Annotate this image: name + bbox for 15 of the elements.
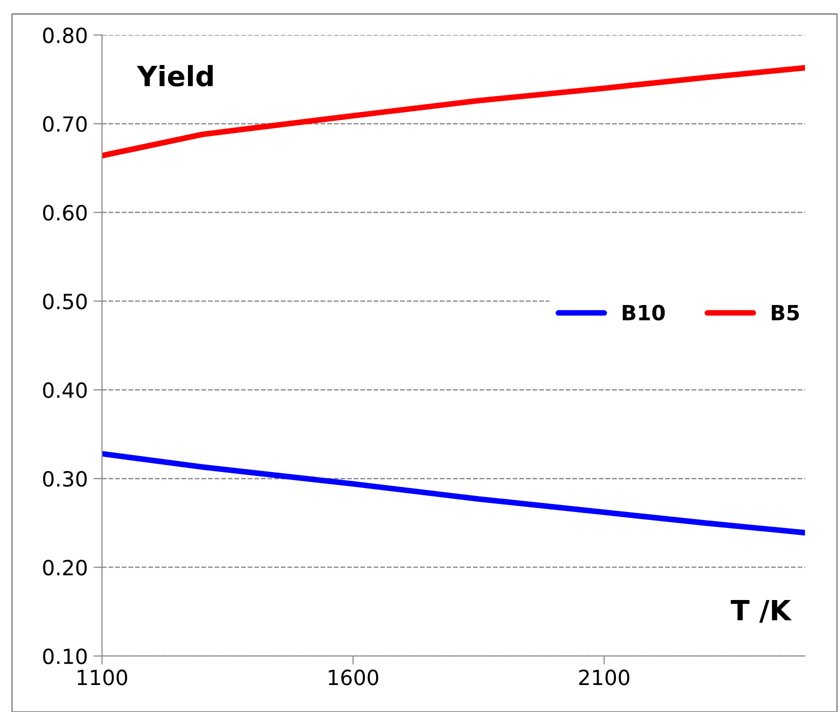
- y-tick-label: 0.40: [43, 382, 87, 398]
- y-axis-title: Yield: [136, 65, 213, 87]
- legend-label: B5: [772, 305, 799, 320]
- x-tick-label: 1100: [78, 670, 128, 686]
- y-tick-label: 0.10: [43, 648, 87, 664]
- legend-label: B10: [622, 304, 665, 320]
- x-tick-label: 1600: [328, 670, 378, 686]
- x-axis-title: T /K: [730, 600, 792, 623]
- y-tick-label: 0.70: [43, 116, 87, 132]
- x-tick-label: 2100: [579, 670, 630, 686]
- y-tick-label: 0.30: [43, 471, 87, 487]
- y-tick-label: 0.60: [43, 204, 87, 221]
- y-tick-label: 0.20: [43, 560, 87, 576]
- y-tick-label: 0.80: [43, 27, 87, 44]
- y-tick-label: 0.50: [43, 294, 87, 310]
